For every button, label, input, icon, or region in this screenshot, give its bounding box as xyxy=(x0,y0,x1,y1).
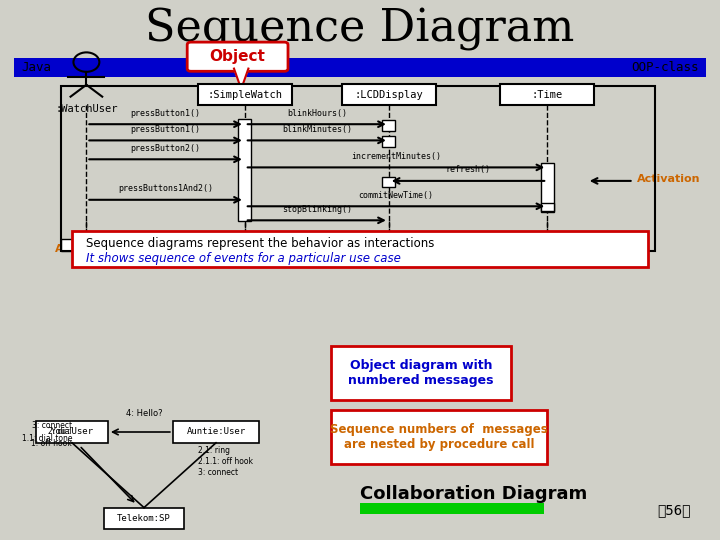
Text: commitNewTime(): commitNewTime() xyxy=(359,191,433,200)
Text: :Time: :Time xyxy=(531,90,563,99)
Text: You:User: You:User xyxy=(50,428,94,436)
Text: stopBlinking(): stopBlinking() xyxy=(282,205,352,214)
Text: 第56頁: 第56頁 xyxy=(657,503,691,517)
Text: Sequence Diagram: Sequence Diagram xyxy=(145,8,575,51)
Bar xyxy=(342,84,436,105)
Bar xyxy=(541,163,554,212)
Bar xyxy=(104,508,184,529)
Text: 1.1: dial tone: 1.1: dial tone xyxy=(22,434,72,443)
Text: 2.1.1: off hook: 2.1.1: off hook xyxy=(198,457,253,466)
Bar xyxy=(500,84,594,105)
Polygon shape xyxy=(234,69,248,89)
Bar xyxy=(72,231,648,267)
Text: blinkMinutes(): blinkMinutes() xyxy=(282,125,352,134)
Text: Java: Java xyxy=(22,61,52,74)
Bar xyxy=(198,84,292,105)
Text: Sequence diagrams represent the behavior as interactions: Sequence diagrams represent the behavior… xyxy=(86,237,435,250)
Bar xyxy=(61,86,655,251)
Text: Object: Object xyxy=(210,49,266,64)
Text: Activation: Activation xyxy=(55,244,118,254)
Text: 1: off hook: 1: off hook xyxy=(31,440,72,448)
Text: Auntie:User: Auntie:User xyxy=(186,428,246,436)
Bar xyxy=(382,120,395,131)
Bar xyxy=(14,58,706,77)
Text: OOP-class: OOP-class xyxy=(631,61,698,74)
Text: pressButton1(): pressButton1() xyxy=(130,125,201,134)
Text: Activation: Activation xyxy=(637,174,701,184)
Text: :LCDDisplay: :LCDDisplay xyxy=(354,90,423,99)
Text: 3: connect: 3: connect xyxy=(198,468,238,477)
Text: Object diagram with
numbered messages: Object diagram with numbered messages xyxy=(348,359,494,387)
Bar xyxy=(173,421,259,443)
Bar xyxy=(360,503,544,514)
Text: Message: Message xyxy=(217,244,272,254)
Bar xyxy=(331,410,547,464)
Text: pressButton1(): pressButton1() xyxy=(130,109,201,118)
Text: incrementMinutes(): incrementMinutes() xyxy=(351,152,441,161)
Bar xyxy=(36,421,108,443)
Text: 2: dial: 2: dial xyxy=(48,428,72,436)
Bar xyxy=(382,177,395,187)
Text: pressButton2(): pressButton2() xyxy=(130,144,201,153)
Text: refresh(): refresh() xyxy=(446,165,490,174)
Text: 2.1: ring: 2.1: ring xyxy=(198,447,230,455)
Text: 3: connect: 3: connect xyxy=(32,421,72,430)
Bar xyxy=(61,239,464,251)
Text: It shows sequence of events for a particular use case: It shows sequence of events for a partic… xyxy=(86,252,401,265)
Text: Collaboration Diagram: Collaboration Diagram xyxy=(360,485,588,503)
Text: :SimpleWatch: :SimpleWatch xyxy=(207,90,282,99)
Bar xyxy=(331,346,511,400)
Text: blinkHours(): blinkHours() xyxy=(287,109,347,118)
Text: pressButtons1And2(): pressButtons1And2() xyxy=(118,184,213,193)
Text: Sequence numbers of  messages
are nested by procedure call: Sequence numbers of messages are nested … xyxy=(330,423,548,451)
Bar xyxy=(541,202,554,211)
Bar xyxy=(382,136,395,147)
Text: 4: Hello?: 4: Hello? xyxy=(126,409,162,418)
Text: :WatchUser: :WatchUser xyxy=(55,104,117,114)
Text: Telekom:SP: Telekom:SP xyxy=(117,514,171,523)
FancyBboxPatch shape xyxy=(187,42,288,71)
Bar xyxy=(238,119,251,221)
